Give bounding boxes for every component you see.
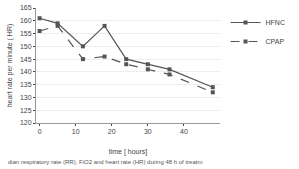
svg-text:165: 165 xyxy=(20,4,32,11)
svg-text:heart rate per minute ( HR): heart rate per minute ( HR) xyxy=(6,24,14,108)
svg-text:time [ hours]: time [ hours] xyxy=(109,148,148,156)
svg-text:20: 20 xyxy=(108,128,116,135)
svg-text:120: 120 xyxy=(20,119,32,126)
svg-text:135: 135 xyxy=(20,81,32,88)
svg-text:30: 30 xyxy=(144,128,152,135)
svg-text:155: 155 xyxy=(20,30,32,37)
svg-text:40: 40 xyxy=(180,128,188,135)
svg-text:160: 160 xyxy=(20,17,32,24)
svg-text:HFNC: HFNC xyxy=(266,19,285,26)
svg-text:0: 0 xyxy=(38,128,42,135)
svg-text:130: 130 xyxy=(20,94,32,101)
svg-text:125: 125 xyxy=(20,107,32,114)
svg-text:150: 150 xyxy=(20,43,32,50)
svg-text:140: 140 xyxy=(20,68,32,75)
svg-text:145: 145 xyxy=(20,56,32,63)
svg-text:CPAP: CPAP xyxy=(266,38,285,45)
svg-text:dian respiratory rate (RR), Fi: dian respiratory rate (RR), FiO2 and hea… xyxy=(8,159,202,165)
svg-text:10: 10 xyxy=(72,128,80,135)
